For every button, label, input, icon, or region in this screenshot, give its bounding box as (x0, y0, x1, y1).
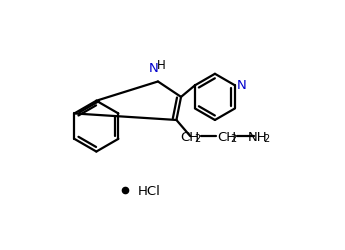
Text: NH: NH (248, 130, 268, 143)
Text: N: N (236, 79, 246, 92)
Text: CH: CH (217, 130, 236, 143)
Text: H: H (157, 59, 165, 72)
Text: 2: 2 (263, 134, 270, 144)
Text: 2: 2 (230, 134, 237, 144)
Text: HCl: HCl (138, 184, 161, 197)
Text: 2: 2 (194, 134, 200, 144)
Text: CH: CH (181, 130, 200, 143)
Text: N: N (149, 62, 159, 74)
